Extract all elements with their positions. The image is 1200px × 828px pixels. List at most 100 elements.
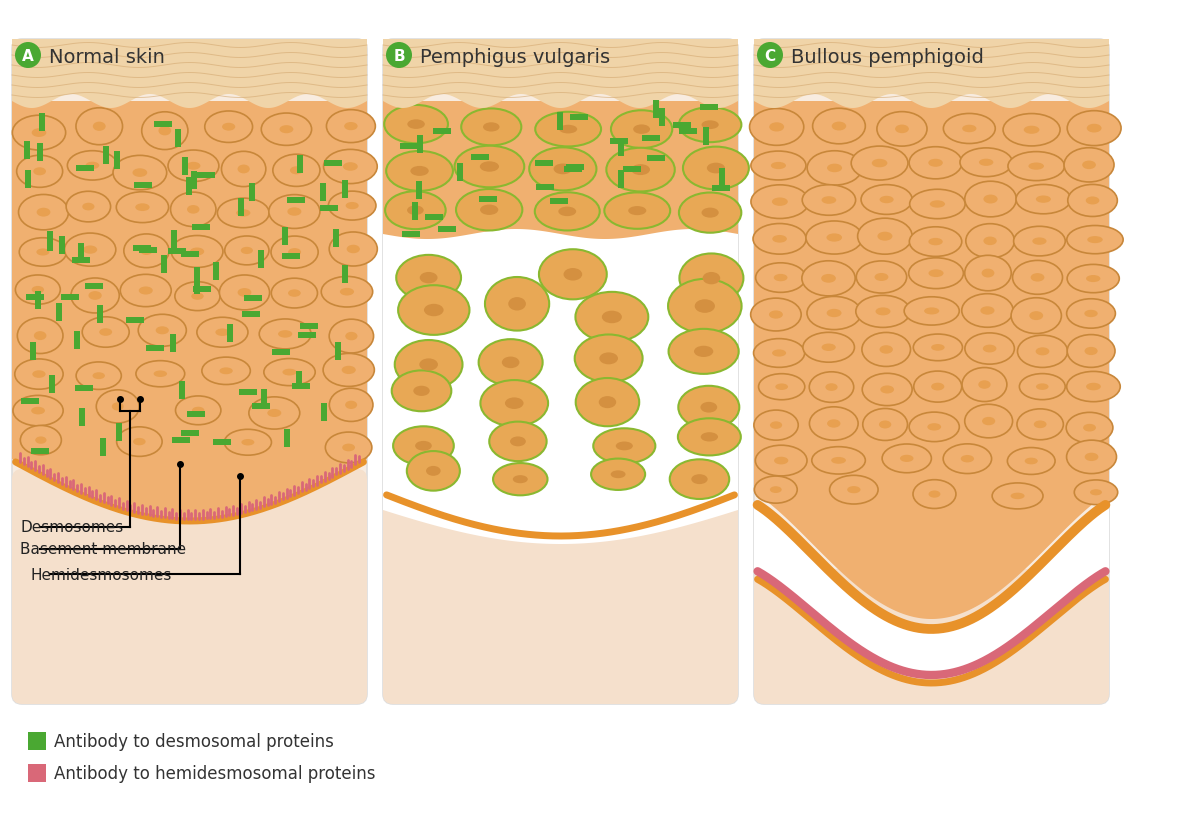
FancyBboxPatch shape — [12, 40, 367, 704]
Ellipse shape — [324, 150, 377, 185]
Ellipse shape — [484, 123, 499, 132]
Ellipse shape — [287, 208, 301, 216]
Text: B: B — [394, 49, 404, 64]
Ellipse shape — [980, 307, 995, 315]
Ellipse shape — [857, 262, 907, 294]
Bar — [214, 440, 232, 445]
Bar — [186, 178, 192, 195]
Ellipse shape — [862, 185, 912, 215]
Bar — [416, 136, 422, 154]
Ellipse shape — [280, 126, 293, 134]
Ellipse shape — [1032, 238, 1046, 246]
Ellipse shape — [822, 344, 835, 352]
Ellipse shape — [756, 263, 805, 293]
Ellipse shape — [982, 269, 995, 278]
Ellipse shape — [770, 162, 786, 170]
Ellipse shape — [16, 276, 60, 305]
Ellipse shape — [769, 311, 782, 320]
Ellipse shape — [278, 330, 293, 339]
Ellipse shape — [220, 368, 233, 375]
Ellipse shape — [679, 254, 744, 304]
Ellipse shape — [772, 350, 786, 357]
Ellipse shape — [288, 290, 301, 297]
Ellipse shape — [142, 113, 188, 151]
Ellipse shape — [634, 125, 650, 135]
Ellipse shape — [751, 185, 809, 219]
Polygon shape — [12, 102, 367, 522]
Ellipse shape — [116, 427, 162, 457]
Ellipse shape — [158, 127, 172, 137]
Ellipse shape — [827, 420, 840, 428]
Ellipse shape — [326, 110, 376, 143]
Bar — [97, 306, 103, 324]
Ellipse shape — [1007, 448, 1055, 474]
Ellipse shape — [172, 236, 223, 268]
Ellipse shape — [1031, 274, 1044, 282]
Ellipse shape — [856, 296, 910, 328]
Ellipse shape — [983, 345, 996, 353]
Ellipse shape — [71, 279, 119, 314]
Ellipse shape — [66, 192, 110, 223]
Ellipse shape — [702, 209, 719, 219]
Ellipse shape — [186, 162, 200, 171]
Bar — [564, 167, 582, 173]
Ellipse shape — [910, 147, 962, 180]
Ellipse shape — [34, 168, 46, 176]
Ellipse shape — [962, 126, 977, 133]
Bar — [24, 142, 30, 160]
Ellipse shape — [325, 432, 372, 464]
Bar — [335, 343, 341, 361]
Ellipse shape — [96, 390, 139, 423]
Ellipse shape — [826, 384, 838, 392]
Ellipse shape — [140, 248, 152, 256]
Ellipse shape — [1086, 276, 1100, 282]
Ellipse shape — [480, 205, 498, 215]
Bar — [179, 382, 185, 399]
Ellipse shape — [875, 273, 888, 282]
Bar — [672, 123, 690, 129]
Ellipse shape — [1082, 161, 1096, 170]
Ellipse shape — [92, 123, 106, 132]
Ellipse shape — [89, 291, 102, 301]
Text: Desmosomes: Desmosomes — [20, 520, 124, 535]
Bar — [536, 185, 554, 191]
Ellipse shape — [679, 193, 742, 233]
Ellipse shape — [509, 298, 526, 311]
Bar — [239, 390, 257, 396]
Polygon shape — [754, 503, 1109, 679]
Ellipse shape — [965, 334, 1014, 364]
Text: Pemphigus vulgaris: Pemphigus vulgaris — [420, 47, 610, 66]
Ellipse shape — [961, 455, 974, 463]
Ellipse shape — [1016, 409, 1063, 440]
Ellipse shape — [288, 248, 301, 257]
Bar — [78, 244, 84, 262]
Ellipse shape — [904, 297, 959, 325]
Ellipse shape — [391, 371, 451, 412]
Ellipse shape — [168, 151, 218, 182]
Ellipse shape — [1014, 227, 1066, 257]
Ellipse shape — [342, 444, 355, 452]
Polygon shape — [754, 40, 1109, 108]
Ellipse shape — [605, 193, 670, 229]
Ellipse shape — [928, 424, 941, 431]
Bar — [472, 155, 490, 161]
Ellipse shape — [191, 293, 204, 301]
Ellipse shape — [116, 193, 168, 224]
Ellipse shape — [31, 129, 47, 137]
Ellipse shape — [31, 407, 44, 415]
Ellipse shape — [962, 368, 1007, 402]
Ellipse shape — [810, 407, 858, 440]
Ellipse shape — [479, 339, 542, 386]
Ellipse shape — [772, 198, 788, 207]
Ellipse shape — [599, 353, 618, 365]
Ellipse shape — [863, 409, 907, 441]
Ellipse shape — [593, 429, 655, 464]
Ellipse shape — [858, 219, 912, 255]
Bar — [296, 372, 302, 390]
Ellipse shape — [65, 233, 116, 267]
Bar — [647, 156, 665, 162]
Ellipse shape — [773, 236, 787, 243]
Bar — [172, 231, 178, 248]
Ellipse shape — [1086, 383, 1100, 391]
Bar — [292, 384, 310, 390]
